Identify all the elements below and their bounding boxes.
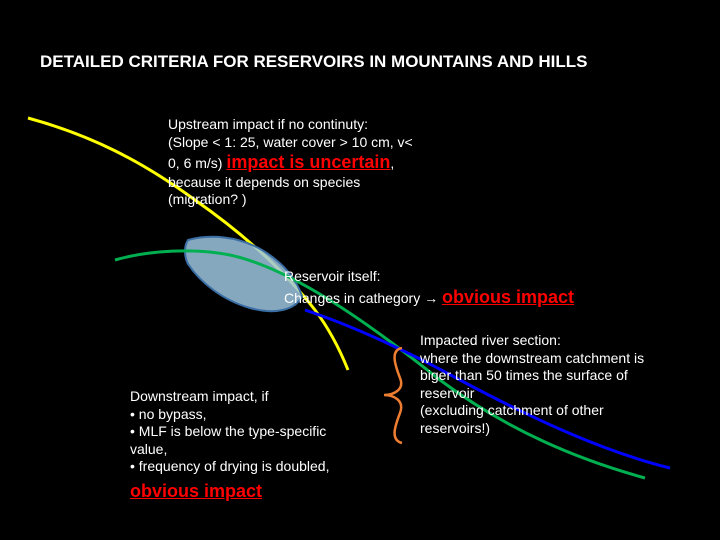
downstream-line1: Downstream impact, if bbox=[130, 388, 329, 406]
downstream-emph: obvious impact bbox=[130, 480, 329, 503]
arrow-icon: → bbox=[424, 290, 438, 306]
impacted-line6: reservoirs!) bbox=[420, 420, 644, 438]
reservoir-block: Reservoir itself: Changes in cathegory →… bbox=[284, 268, 574, 308]
reservoir-line2-prefix: Changes in cathegory bbox=[284, 290, 424, 306]
reservoir-line1: Reservoir itself: bbox=[284, 268, 574, 286]
upstream-line3-suffix: , bbox=[390, 155, 394, 171]
upstream-line3-emph: impact is uncertain bbox=[226, 152, 390, 172]
downstream-block: Downstream impact, if • no bypass, • MLF… bbox=[130, 388, 329, 502]
reservoir-line2: Changes in cathegory → obvious impact bbox=[284, 286, 574, 309]
downstream-line4: value, bbox=[130, 441, 329, 459]
upstream-line4: because it depends on species bbox=[168, 174, 413, 192]
downstream-line5: • frequency of drying is doubled, bbox=[130, 458, 329, 476]
upstream-line1: Upstream impact if no continuty: bbox=[168, 116, 413, 134]
upstream-line5: (migration? ) bbox=[168, 191, 413, 209]
impacted-line4: reservoir bbox=[420, 385, 644, 403]
impacted-brace bbox=[384, 348, 402, 443]
upstream-line3-prefix: 0, 6 m/s) bbox=[168, 155, 226, 171]
upstream-block: Upstream impact if no continuty: (Slope … bbox=[168, 116, 413, 209]
downstream-line2: • no bypass, bbox=[130, 406, 329, 424]
upstream-line2: (Slope < 1: 25, water cover > 10 cm, v< bbox=[168, 134, 413, 152]
slide-title: DETAILED CRITERIA FOR RESERVOIRS IN MOUN… bbox=[40, 52, 587, 72]
impacted-line5: (excluding catchment of other bbox=[420, 402, 644, 420]
impacted-block: Impacted river section: where the downst… bbox=[420, 332, 644, 437]
impacted-line2: where the downstream catchment is bbox=[420, 350, 644, 368]
upstream-line3: 0, 6 m/s) impact is uncertain, bbox=[168, 151, 413, 174]
slide-canvas: DETAILED CRITERIA FOR RESERVOIRS IN MOUN… bbox=[0, 0, 720, 540]
reservoir-line2-emph: obvious impact bbox=[442, 287, 574, 307]
impacted-line3: biger than 50 times the surface of bbox=[420, 367, 644, 385]
downstream-line3: • MLF is below the type-specific bbox=[130, 423, 329, 441]
impacted-line1: Impacted river section: bbox=[420, 332, 644, 350]
